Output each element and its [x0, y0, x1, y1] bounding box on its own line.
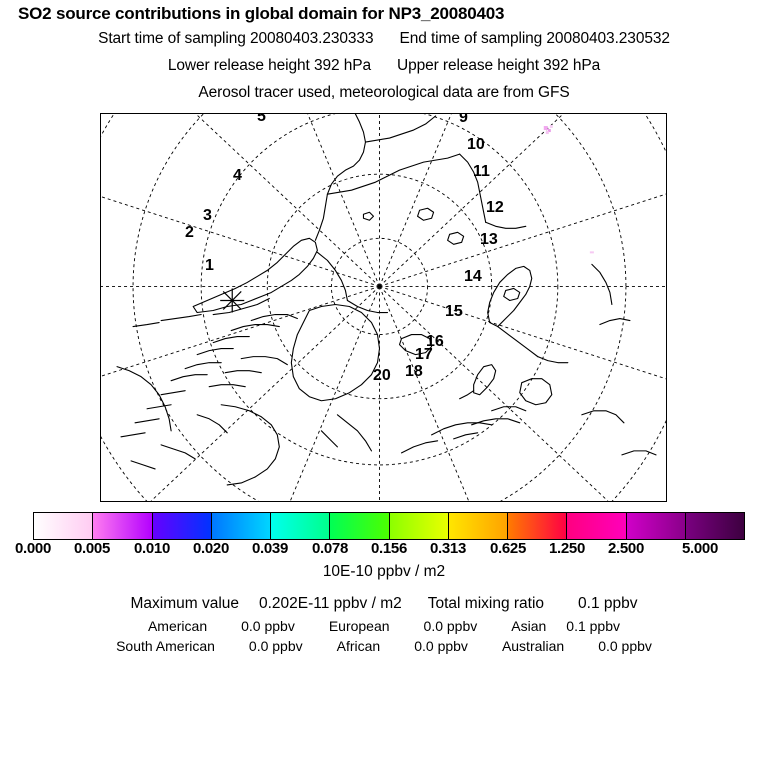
region-label-european: European [328, 618, 390, 634]
map-label: 1 [205, 257, 214, 274]
region-row-southern: South American 0.0 ppbv African 0.0 ppbv Aus… [0, 638, 768, 654]
region-label-american: American [147, 618, 208, 634]
colorbar-tick: 0.005 [73, 540, 111, 557]
colorbar-tick: 0.000 [14, 540, 52, 557]
colorbar-tick: 1.250 [548, 540, 586, 557]
map-label: 17 [415, 346, 433, 363]
map-panel[interactable]: 1 2 3 4 5 9 10 11 12 13 14 15 16 17 18 2… [100, 113, 667, 502]
region-value-european: 0.0 ppbv [423, 618, 478, 634]
map-label: 16 [426, 333, 444, 350]
colorbar-tick: 0.156 [370, 540, 408, 557]
colorbar-segment [34, 513, 94, 539]
lower-release-height-label: Lower release height 392 hPa [167, 57, 371, 74]
region-label-asian: Asian [511, 618, 547, 634]
region-value-south-american: 0.0 ppbv [248, 638, 303, 654]
total-mixing-ratio-value: 0.1 ppbv [578, 595, 638, 612]
map-label: 9 [459, 113, 468, 126]
map-label: 18 [405, 363, 423, 380]
latitude-circles [101, 114, 666, 501]
meridian-lines [101, 114, 666, 501]
map-label: 5 [257, 113, 266, 125]
colorbar-tick: 2.500 [607, 540, 645, 557]
map-label: 13 [480, 231, 498, 248]
region-label-australian: Australian [501, 638, 565, 654]
tracer-note-label: Aerosol tracer used, meteorological data… [198, 84, 570, 101]
release-height-row: Lower release height 392 hPa Upper releas… [0, 57, 768, 75]
release-point-marker [220, 288, 245, 313]
colorbar-segment [271, 513, 331, 539]
colorbar-tick: 0.625 [489, 540, 527, 557]
map-label: 15 [445, 303, 463, 320]
colorbar-segment [330, 513, 390, 539]
colorbar-unit-label: 10E-10 ppbv / m2 [322, 563, 446, 580]
colorbar-segment [93, 513, 153, 539]
maximum-value: 0.202E-11 ppbv / m2 [259, 595, 402, 612]
colorbar-segment [685, 513, 744, 539]
start-time-label: Start time of sampling 20080403.230333 [98, 30, 374, 47]
upper-release-height-label: Upper release height 392 hPa [397, 57, 601, 74]
colorbar[interactable] [33, 512, 745, 540]
colorbar-segment [389, 513, 449, 539]
plume-pixels [543, 125, 594, 254]
colorbar-segment [152, 513, 212, 539]
colorbar-tick-labels: 0.000 0.005 0.010 0.020 0.039 0.078 0.15… [0, 540, 768, 560]
colorbar-tick: 0.078 [311, 540, 349, 557]
polar-stereographic-map [101, 114, 666, 501]
region-value-american: 0.0 ppbv [241, 618, 295, 634]
total-mixing-ratio-label: Total mixing ratio [427, 595, 545, 612]
map-label: 10 [467, 136, 485, 153]
coastlines [116, 114, 657, 486]
region-value-asian: 0.1 ppbv [566, 618, 621, 634]
map-label: 4 [233, 167, 242, 184]
colorbar-segment [448, 513, 508, 539]
map-label: 14 [464, 268, 482, 285]
colorbar-segment [211, 513, 271, 539]
colorbar-tick: 0.039 [251, 540, 289, 557]
map-label: 20 [373, 367, 391, 384]
maximum-value-label: Maximum value [130, 595, 239, 612]
colorbar-tick: 0.010 [133, 540, 171, 557]
stats-summary-row: Maximum value 0.202E-11 ppbv / m2 Total mi… [0, 595, 768, 613]
sampling-time-row: Start time of sampling 20080403.230333 En… [0, 30, 768, 48]
map-label: 2 [185, 224, 194, 241]
colorbar-tick: 5.000 [681, 540, 719, 557]
region-value-african: 0.0 ppbv [414, 638, 468, 654]
map-label: 12 [486, 199, 504, 216]
colorbar-tick: 0.313 [429, 540, 467, 557]
region-row-northern: American 0.0 ppbv European 0.0 ppbv Asian 0.1… [0, 618, 768, 634]
colorbar-segment [567, 513, 627, 539]
colorbar-segment [508, 513, 568, 539]
end-time-label: End time of sampling 20080403.230532 [399, 30, 670, 47]
colorbar-tick: 0.020 [192, 540, 230, 557]
region-value-australian: 0.0 ppbv [598, 638, 652, 654]
region-label-south-american: South American [116, 638, 215, 654]
map-label: 3 [203, 207, 212, 224]
map-label: 11 [473, 163, 490, 180]
page-title: SO2 source contributions in global domai… [18, 4, 505, 23]
region-label-african: African [336, 638, 381, 654]
statistics-block: Maximum value 0.202E-11 ppbv / m2 Total mi… [0, 595, 768, 658]
colorbar-segment [626, 513, 686, 539]
